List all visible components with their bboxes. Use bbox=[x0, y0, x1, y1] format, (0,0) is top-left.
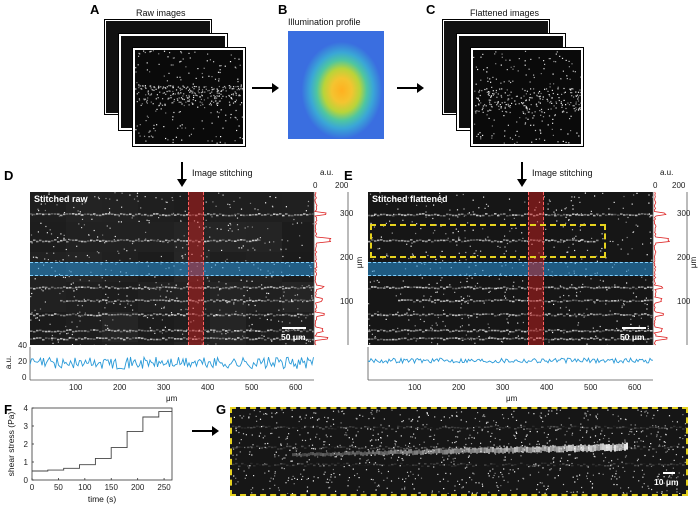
stitched-flattened-image bbox=[368, 192, 653, 345]
d-au-tick-40: 40 bbox=[18, 341, 27, 350]
chart-frame bbox=[31, 407, 173, 481]
flattened-images-caption: Flattened images bbox=[470, 8, 540, 18]
panel-letter-c: C bbox=[426, 2, 436, 17]
e-vertical-profile bbox=[652, 191, 688, 346]
d-au-label-left: a.u. bbox=[4, 355, 14, 370]
g-scalebar-line bbox=[663, 472, 675, 474]
raw-image-speckle bbox=[135, 50, 243, 144]
d-y-tick-100: 100 bbox=[340, 297, 354, 306]
d-x-axis-label: μm bbox=[166, 394, 178, 403]
y-tick-label: 4 bbox=[24, 404, 29, 413]
y-tick-label: 2 bbox=[24, 440, 29, 449]
stitched-flattened-texture bbox=[368, 192, 653, 345]
stitched-raw-title: Stitched raw bbox=[34, 194, 88, 204]
x-tick-label: 150 bbox=[105, 483, 119, 492]
image-stitching-label-d: Image stitching bbox=[192, 168, 253, 178]
d-x-tick-100: 100 bbox=[69, 383, 83, 392]
d-scalebar-label: 50 μm bbox=[281, 332, 306, 342]
panel-letter-f: F bbox=[4, 402, 12, 417]
y-tick-label: 1 bbox=[24, 458, 29, 467]
d-x-tick-300: 300 bbox=[157, 383, 171, 392]
x-axis-label: time (s) bbox=[88, 494, 117, 504]
x-tick-label: 200 bbox=[131, 483, 145, 492]
panel-letter-b: B bbox=[278, 2, 288, 17]
raw-image-frame-front bbox=[132, 47, 246, 147]
panel-letter-e: E bbox=[344, 168, 353, 183]
image-stitching-label-e: Image stitching bbox=[532, 168, 593, 178]
zoomed-image-texture bbox=[232, 409, 686, 494]
d-x-tick-200: 200 bbox=[113, 383, 127, 392]
e-profile-tick-200: 200 bbox=[672, 181, 686, 190]
arrow-a-to-b bbox=[252, 83, 279, 93]
d-red-highlight-band bbox=[188, 192, 204, 345]
d-scalebar-line bbox=[282, 327, 306, 329]
e-y-tick-200: 200 bbox=[677, 253, 691, 262]
x-tick-label: 50 bbox=[54, 483, 63, 492]
e-au-label-top: a.u. bbox=[660, 168, 674, 177]
flattened-image-stack bbox=[442, 19, 588, 147]
panel-letter-a: A bbox=[90, 2, 100, 17]
e-x-tick-100: 100 bbox=[408, 383, 422, 392]
e-y-tick-300: 300 bbox=[677, 209, 691, 218]
x-tick-label: 0 bbox=[30, 483, 35, 492]
e-x-axis-label: μm bbox=[506, 394, 518, 403]
flattened-image-speckle bbox=[473, 50, 581, 144]
shear-stress-series-line bbox=[32, 411, 172, 472]
e-blue-highlight-band bbox=[368, 262, 653, 276]
illumination-profile-image bbox=[288, 31, 384, 139]
d-au-label-top: a.u. bbox=[320, 168, 334, 177]
d-profile-tick-0: 0 bbox=[313, 181, 318, 190]
panel-letter-d: D bbox=[4, 168, 14, 183]
stitched-raw-image bbox=[30, 192, 314, 345]
e-x-tick-600: 600 bbox=[628, 383, 642, 392]
e-scalebar-label: 50 μm bbox=[620, 332, 645, 342]
y-tick-label: 0 bbox=[24, 476, 29, 485]
e-x-tick-200: 200 bbox=[452, 383, 466, 392]
d-y-tick-200: 200 bbox=[340, 253, 354, 262]
d-x-tick-600: 600 bbox=[289, 383, 303, 392]
e-x-tick-400: 400 bbox=[540, 383, 554, 392]
e-um-label-right: μm bbox=[689, 256, 699, 269]
e-y-tick-100: 100 bbox=[677, 297, 691, 306]
stitched-flattened-title: Stitched flattened bbox=[372, 194, 448, 204]
x-tick-label: 250 bbox=[157, 483, 171, 492]
zoomed-image bbox=[230, 407, 688, 496]
shear-stress-chart: 0 50 100 150 200 250 0 1 2 3 4 time (s) shear stress… bbox=[6, 404, 173, 504]
d-horizontal-profile bbox=[29, 347, 314, 381]
arrow-down-e bbox=[517, 162, 527, 187]
d-au-tick-0: 0 bbox=[22, 373, 27, 382]
e-red-highlight-band bbox=[528, 192, 544, 345]
flattened-image-frame-front bbox=[470, 47, 584, 147]
x-tick-label: 100 bbox=[78, 483, 92, 492]
arrow-b-to-c bbox=[397, 83, 424, 93]
e-scalebar-line bbox=[622, 327, 646, 329]
arrow-f-to-g bbox=[192, 426, 219, 436]
g-scalebar-label: 10 μm bbox=[654, 477, 679, 487]
e-yellow-selection-box bbox=[370, 224, 606, 258]
d-profile-tick-200: 200 bbox=[335, 181, 349, 190]
d-vertical-profile bbox=[313, 192, 349, 346]
d-blue-highlight-band bbox=[30, 262, 314, 276]
illumination-caption: Illumination profile bbox=[288, 17, 361, 27]
e-horizontal-profile bbox=[367, 347, 653, 381]
d-y-tick-300: 300 bbox=[340, 209, 354, 218]
d-x-tick-500: 500 bbox=[245, 383, 259, 392]
raw-images-caption: Raw images bbox=[136, 8, 186, 18]
d-x-tick-400: 400 bbox=[201, 383, 215, 392]
raw-image-stack bbox=[104, 19, 250, 147]
y-tick-label: 3 bbox=[24, 422, 29, 431]
e-x-tick-500: 500 bbox=[584, 383, 598, 392]
d-au-tick-20: 20 bbox=[18, 357, 27, 366]
e-profile-tick-0: 0 bbox=[653, 181, 658, 190]
e-x-tick-300: 300 bbox=[496, 383, 510, 392]
y-axis-label: shear stress (Pa) bbox=[6, 411, 16, 476]
d-um-label-right: μm bbox=[355, 256, 365, 269]
panel-letter-g: G bbox=[216, 402, 227, 417]
arrow-down-d bbox=[177, 162, 187, 187]
